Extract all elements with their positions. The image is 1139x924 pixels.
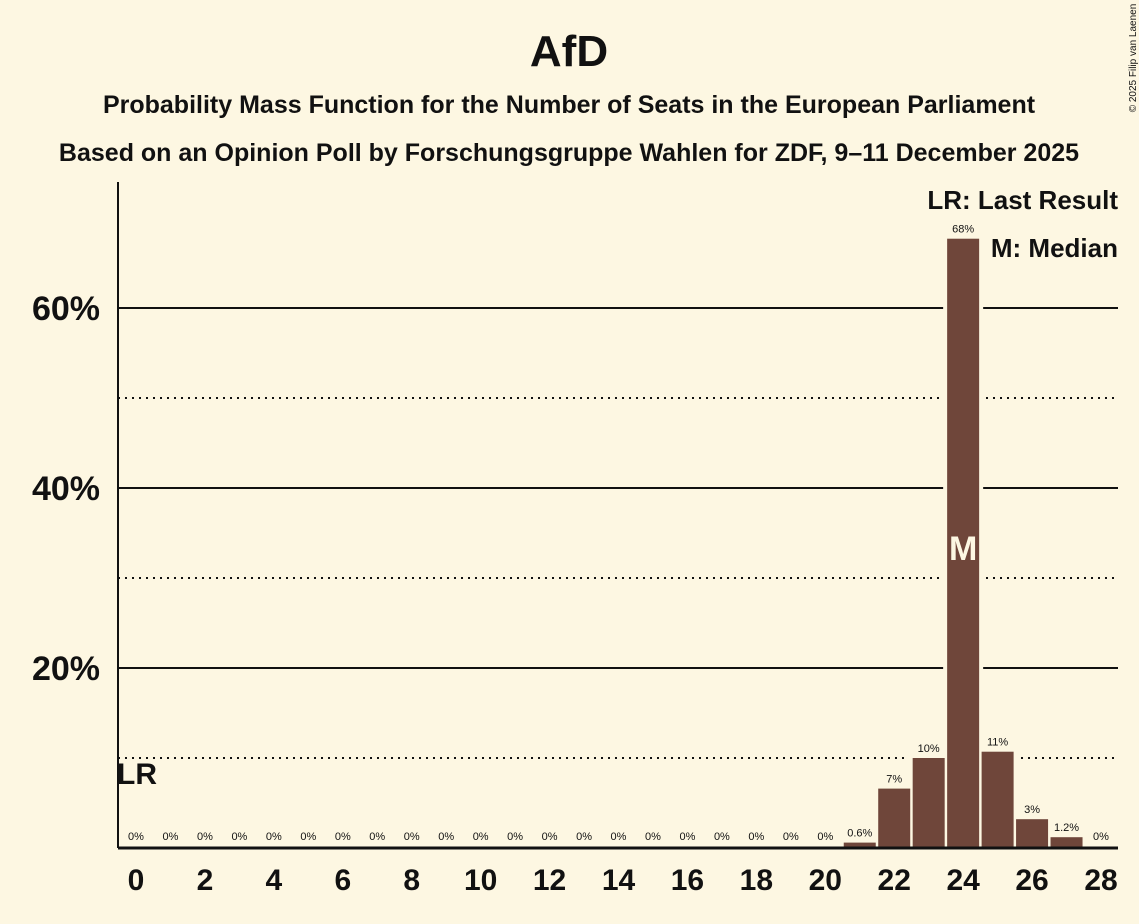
last-result-marker: LR [117,758,157,791]
bar-value-label: 0% [266,831,282,843]
x-tick-label: 26 [1015,864,1048,897]
bar-value-label: 3% [1024,804,1040,816]
bar-seats-26 [1016,819,1049,848]
chart-title: AfD [530,27,608,76]
bar-value-label: 0% [611,831,627,843]
bar-seats-21 [843,842,876,848]
median-marker: M [949,530,977,568]
x-tick-label: 24 [946,864,980,897]
bar-seats-27 [1050,837,1083,848]
y-tick-label: 60% [32,290,100,328]
bar-seats-22 [878,788,911,848]
x-tick-label: 18 [740,864,773,897]
bar-value-label: 0% [128,831,144,843]
bar-value-label: 0% [197,831,213,843]
bar-value-label: 0% [817,831,833,843]
x-tick-label: 2 [197,864,214,897]
copyright: © 2025 Filip van Laenen [1128,4,1139,113]
chart-subtitle-1: Probability Mass Function for the Number… [103,91,1036,119]
x-tick-label: 22 [878,864,911,897]
bar-value-label: 0% [438,831,454,843]
bar-value-label: 0% [231,831,247,843]
bar-value-label: 0% [748,831,764,843]
bar-value-label: 0% [335,831,351,843]
chart-subtitle-2: Based on an Opinion Poll by Forschungsgr… [59,139,1079,167]
legend-median: M: Median [991,233,1118,263]
legend-last-result: LR: Last Result [927,185,1118,215]
bar-seats-23 [912,758,945,848]
bar-seats-24 [947,238,980,848]
bar-value-label: 0% [1093,831,1109,843]
x-tick-label: 10 [464,864,497,897]
bar-value-label: 0% [783,831,799,843]
x-tick-label: 14 [602,864,636,897]
y-tick-label: 20% [32,650,100,688]
y-tick-label: 40% [32,470,100,508]
bar-value-label: 0% [473,831,489,843]
bar-value-label: 0% [645,831,661,843]
x-tick-label: 12 [533,864,566,897]
bar-seats-25 [981,751,1014,848]
bar-value-label: 0% [369,831,385,843]
bar-value-label: 11% [987,737,1008,749]
x-tick-label: 0 [128,864,145,897]
x-tick-label: 28 [1084,864,1117,897]
bar-value-label: 0% [404,831,420,843]
bar-value-label: 7% [886,774,902,786]
bar-value-label: 0% [714,831,730,843]
x-tick-label: 6 [334,864,351,897]
x-tick-label: 16 [671,864,704,897]
bar-value-label: 0% [163,831,179,843]
x-tick-label: 4 [266,864,283,897]
bar-value-label: 0.6% [847,828,872,840]
bar-value-label: 10% [918,743,940,755]
bar-value-label: 0% [300,831,316,843]
x-tick-label: 20 [809,864,842,897]
bar-value-label: 0% [507,831,523,843]
bar-value-label: 68% [952,224,974,236]
bar-value-label: 0% [576,831,592,843]
bar-value-label: 0% [542,831,558,843]
x-tick-label: 8 [403,864,420,897]
bar-value-label: 1.2% [1054,822,1079,834]
bar-value-label: 0% [679,831,695,843]
